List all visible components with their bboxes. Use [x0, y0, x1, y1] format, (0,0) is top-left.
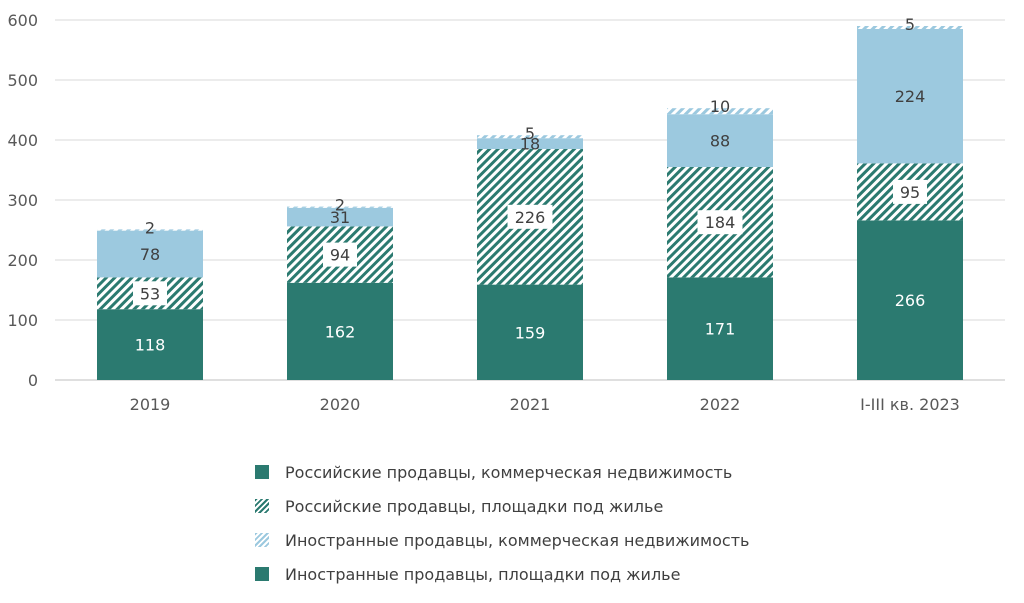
bar-segment — [857, 29, 963, 164]
data-label: 53 — [140, 284, 160, 303]
bar-segment — [477, 284, 583, 380]
legend-swatch — [255, 465, 269, 479]
y-tick-label: 600 — [7, 11, 38, 30]
y-tick-label: 500 — [7, 71, 38, 90]
data-label-bg — [697, 210, 743, 235]
bar-segment — [667, 108, 773, 115]
legend-swatch — [255, 499, 269, 513]
data-label: 226 — [515, 208, 546, 227]
data-label: 118 — [135, 336, 166, 355]
data-label: 94 — [330, 246, 350, 265]
data-label: 31 — [330, 208, 350, 227]
data-labels: 1185378216294312159226185171184881026695… — [133, 15, 927, 355]
bar-segment — [97, 230, 203, 278]
legend-item: Иностранные продавцы, площадки под жилье — [255, 557, 749, 591]
bar-segment — [287, 282, 393, 380]
x-tick-label: 2022 — [700, 395, 741, 414]
legend-label: Российские продавцы, площадки под жилье — [285, 496, 664, 516]
data-label: 224 — [895, 87, 926, 106]
data-label: 10 — [710, 97, 730, 116]
y-axis: 0 100 200 300 400 500 600 — [7, 11, 38, 390]
data-label-bg — [893, 179, 927, 204]
bar-segment — [97, 229, 203, 231]
bars — [97, 26, 963, 380]
y-tick-label: 400 — [7, 131, 38, 150]
bar-segment — [477, 138, 583, 149]
x-tick-label: 2020 — [320, 395, 361, 414]
x-tick-label: 2021 — [510, 395, 551, 414]
x-axis: 2019 2020 2021 2022 I-III кв. 2023 — [130, 395, 960, 414]
legend-label: Иностранные продавцы, площадки под жилье — [285, 564, 681, 584]
data-label: 78 — [140, 245, 160, 264]
bar-segment — [477, 135, 583, 139]
data-label: 184 — [705, 213, 736, 232]
legend-swatch — [255, 567, 269, 581]
y-tick-label: 100 — [7, 311, 38, 330]
legend-label: Российские продавцы, коммерческая недвиж… — [285, 462, 733, 482]
data-label: 266 — [895, 291, 926, 310]
data-label-bg — [323, 242, 357, 267]
y-tick-label: 200 — [7, 251, 38, 270]
data-label: 159 — [515, 323, 546, 342]
data-label: 5 — [905, 15, 915, 34]
legend-label: Иностранные продавцы, коммерческая недви… — [285, 530, 750, 550]
data-label: 2 — [335, 196, 345, 215]
y-tick-label: 0 — [28, 371, 38, 390]
bar-segment — [287, 207, 393, 227]
data-label-bg — [507, 204, 553, 229]
y-tick-label: 300 — [7, 191, 38, 210]
data-label-bg — [133, 281, 167, 306]
bar-segment — [857, 26, 963, 29]
bar-segment — [667, 114, 773, 167]
x-tick-label: I-III кв. 2023 — [860, 395, 960, 414]
data-label: 171 — [705, 320, 736, 339]
legend-item: Иностранные продавцы, коммерческая недви… — [255, 523, 749, 557]
data-label: 95 — [900, 183, 920, 202]
bar-segment — [857, 220, 963, 380]
legend-swatch — [255, 533, 269, 547]
legend-item: Российские продавцы, площадки под жилье — [255, 489, 749, 523]
legend: Российские продавцы, коммерческая недвиж… — [255, 455, 749, 591]
x-tick-label: 2019 — [130, 395, 171, 414]
data-label: 18 — [520, 135, 540, 154]
bar-segment — [667, 277, 773, 380]
data-label: 162 — [325, 322, 356, 341]
bar-segment — [287, 206, 393, 208]
data-label: 2 — [145, 218, 155, 237]
data-label: 88 — [710, 132, 730, 151]
data-label: 5 — [525, 124, 535, 143]
legend-item: Российские продавцы, коммерческая недвиж… — [255, 455, 749, 489]
bar-segment — [97, 309, 203, 380]
